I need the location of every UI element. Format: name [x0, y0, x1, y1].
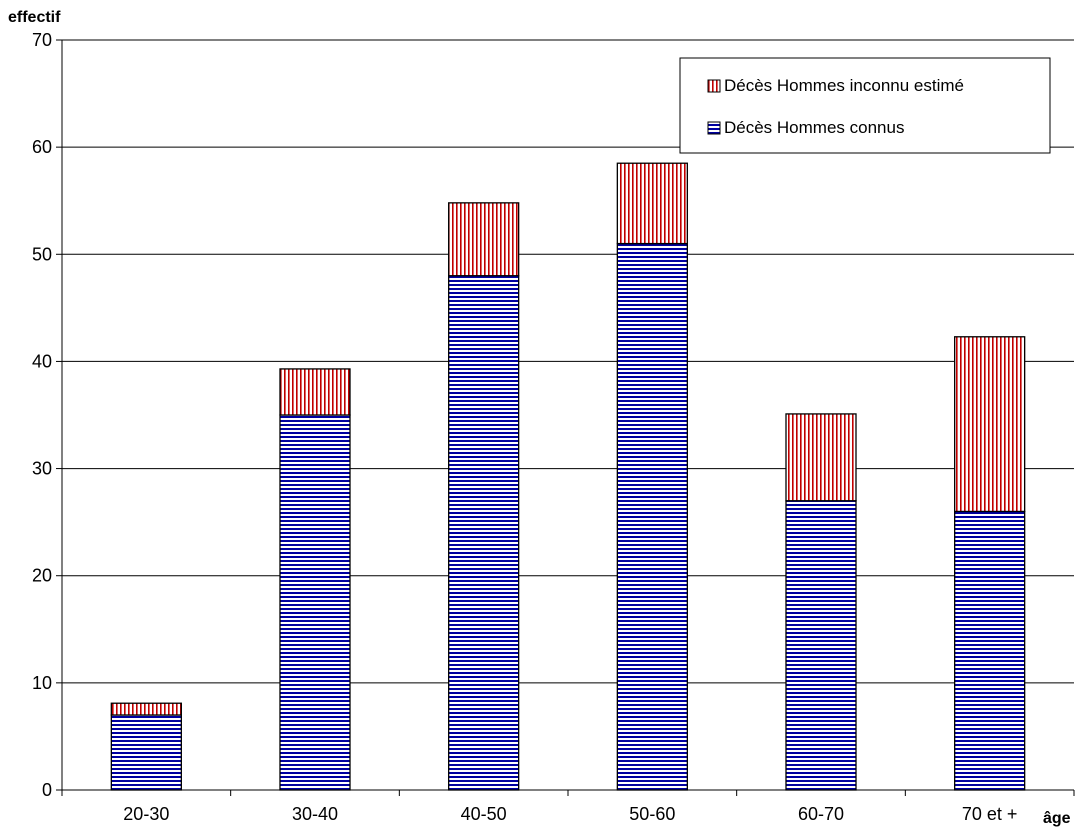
- y-tick-label: 30: [32, 459, 52, 479]
- legend-box: [679, 57, 1051, 154]
- x-tick-label: 20-30: [123, 804, 169, 824]
- bar-known: [448, 275, 520, 791]
- x-tick-label: 50-60: [629, 804, 675, 824]
- bar-estimated: [954, 336, 1026, 513]
- bar-known: [279, 414, 351, 791]
- y-tick-label: 20: [32, 566, 52, 586]
- axes: [56, 39, 1075, 796]
- tick-labels: 0 10 20 30 40 50 60 70 20-30 30-40 40-50 50-60 60-70…: [32, 30, 1017, 824]
- bar-known: [110, 714, 182, 791]
- x-tick-label: 60-70: [798, 804, 844, 824]
- legend-label-known: Décès Hommes connus: [724, 118, 904, 137]
- y-tick-label: 50: [32, 244, 52, 264]
- legend: Décès Hommes inconnu estimé Décès Hommes…: [679, 57, 1051, 154]
- gridlines: [62, 39, 1074, 684]
- y-tick-label: 0: [42, 780, 52, 800]
- bar-estimated: [785, 413, 857, 502]
- legend-swatch-estimated: [707, 79, 721, 93]
- bar-estimated: [448, 202, 520, 277]
- x-tick-label: 40-50: [461, 804, 507, 824]
- y-tick-label: 10: [32, 673, 52, 693]
- y-axis-title: effectif: [8, 9, 61, 26]
- bar-estimated: [279, 368, 351, 416]
- legend-label-estimated: Décès Hommes inconnu estimé: [724, 76, 964, 95]
- x-axis-title: âge: [1043, 810, 1071, 827]
- bar-known: [954, 510, 1026, 791]
- bar-estimated: [616, 162, 688, 245]
- bars: [110, 162, 1026, 791]
- x-tick-label: 30-40: [292, 804, 338, 824]
- bar-known: [785, 500, 857, 791]
- bar-known: [616, 242, 688, 791]
- y-tick-label: 40: [32, 351, 52, 371]
- y-tick-label: 60: [32, 137, 52, 157]
- x-tick-label: 70 et +: [962, 804, 1018, 824]
- bar-estimated: [110, 702, 182, 716]
- legend-swatch-known: [707, 121, 721, 135]
- y-tick-label: 70: [32, 30, 52, 50]
